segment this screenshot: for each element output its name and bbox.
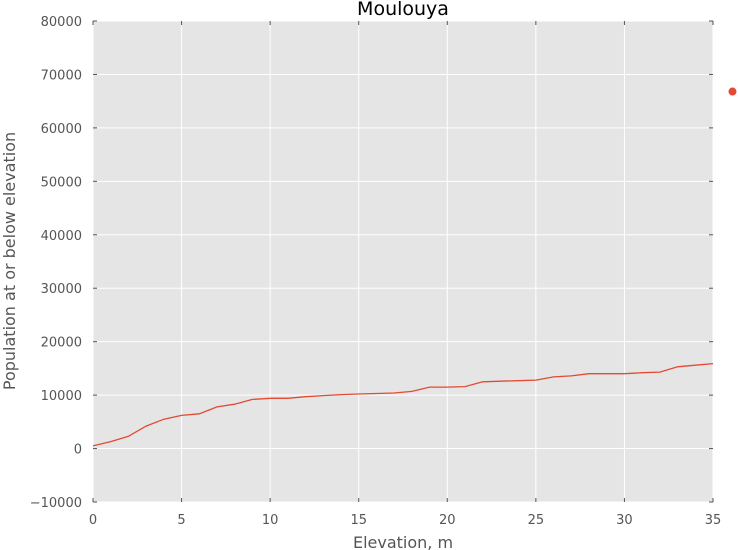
series-line <box>92 362 714 447</box>
y-tick-label: 70000 <box>41 68 82 83</box>
y-tick-label: 10000 <box>41 389 82 404</box>
y-axis-label: Population at or below elevation <box>0 132 19 390</box>
y-tick-label: 40000 <box>41 229 82 244</box>
x-axis-label: Elevation, m <box>353 533 453 550</box>
y-tick-label: −10000 <box>30 496 82 511</box>
y-tick-label: 20000 <box>41 336 82 351</box>
y-tick-label: 60000 <box>41 122 82 137</box>
series-group <box>92 362 714 447</box>
x-tick-label: 0 <box>89 513 97 528</box>
y-tick-label: 0 <box>74 443 82 458</box>
y-tick-labels: −10000 0 10000 20000 30000 40000 50000 60000 700… <box>30 15 82 511</box>
x-tick-label: 15 <box>350 513 367 528</box>
chart-title: Moulouya <box>357 0 449 20</box>
y-tick-label: 50000 <box>41 175 82 190</box>
axis-ticks <box>92 20 714 503</box>
x-tick-label: 35 <box>705 513 722 528</box>
outlier-point <box>728 87 737 96</box>
x-tick-label: 10 <box>262 513 279 528</box>
x-tick-label: 30 <box>616 513 633 528</box>
outlier-group <box>728 87 737 96</box>
x-tick-label: 5 <box>177 513 185 528</box>
x-tick-labels: 0 5 10 15 20 25 30 35 <box>89 513 721 528</box>
x-tick-label: 20 <box>439 513 456 528</box>
grid-lines <box>92 20 714 503</box>
y-tick-label: 80000 <box>41 15 82 30</box>
plot-area <box>93 21 713 502</box>
x-tick-label: 25 <box>528 513 545 528</box>
y-tick-label: 30000 <box>41 282 82 297</box>
